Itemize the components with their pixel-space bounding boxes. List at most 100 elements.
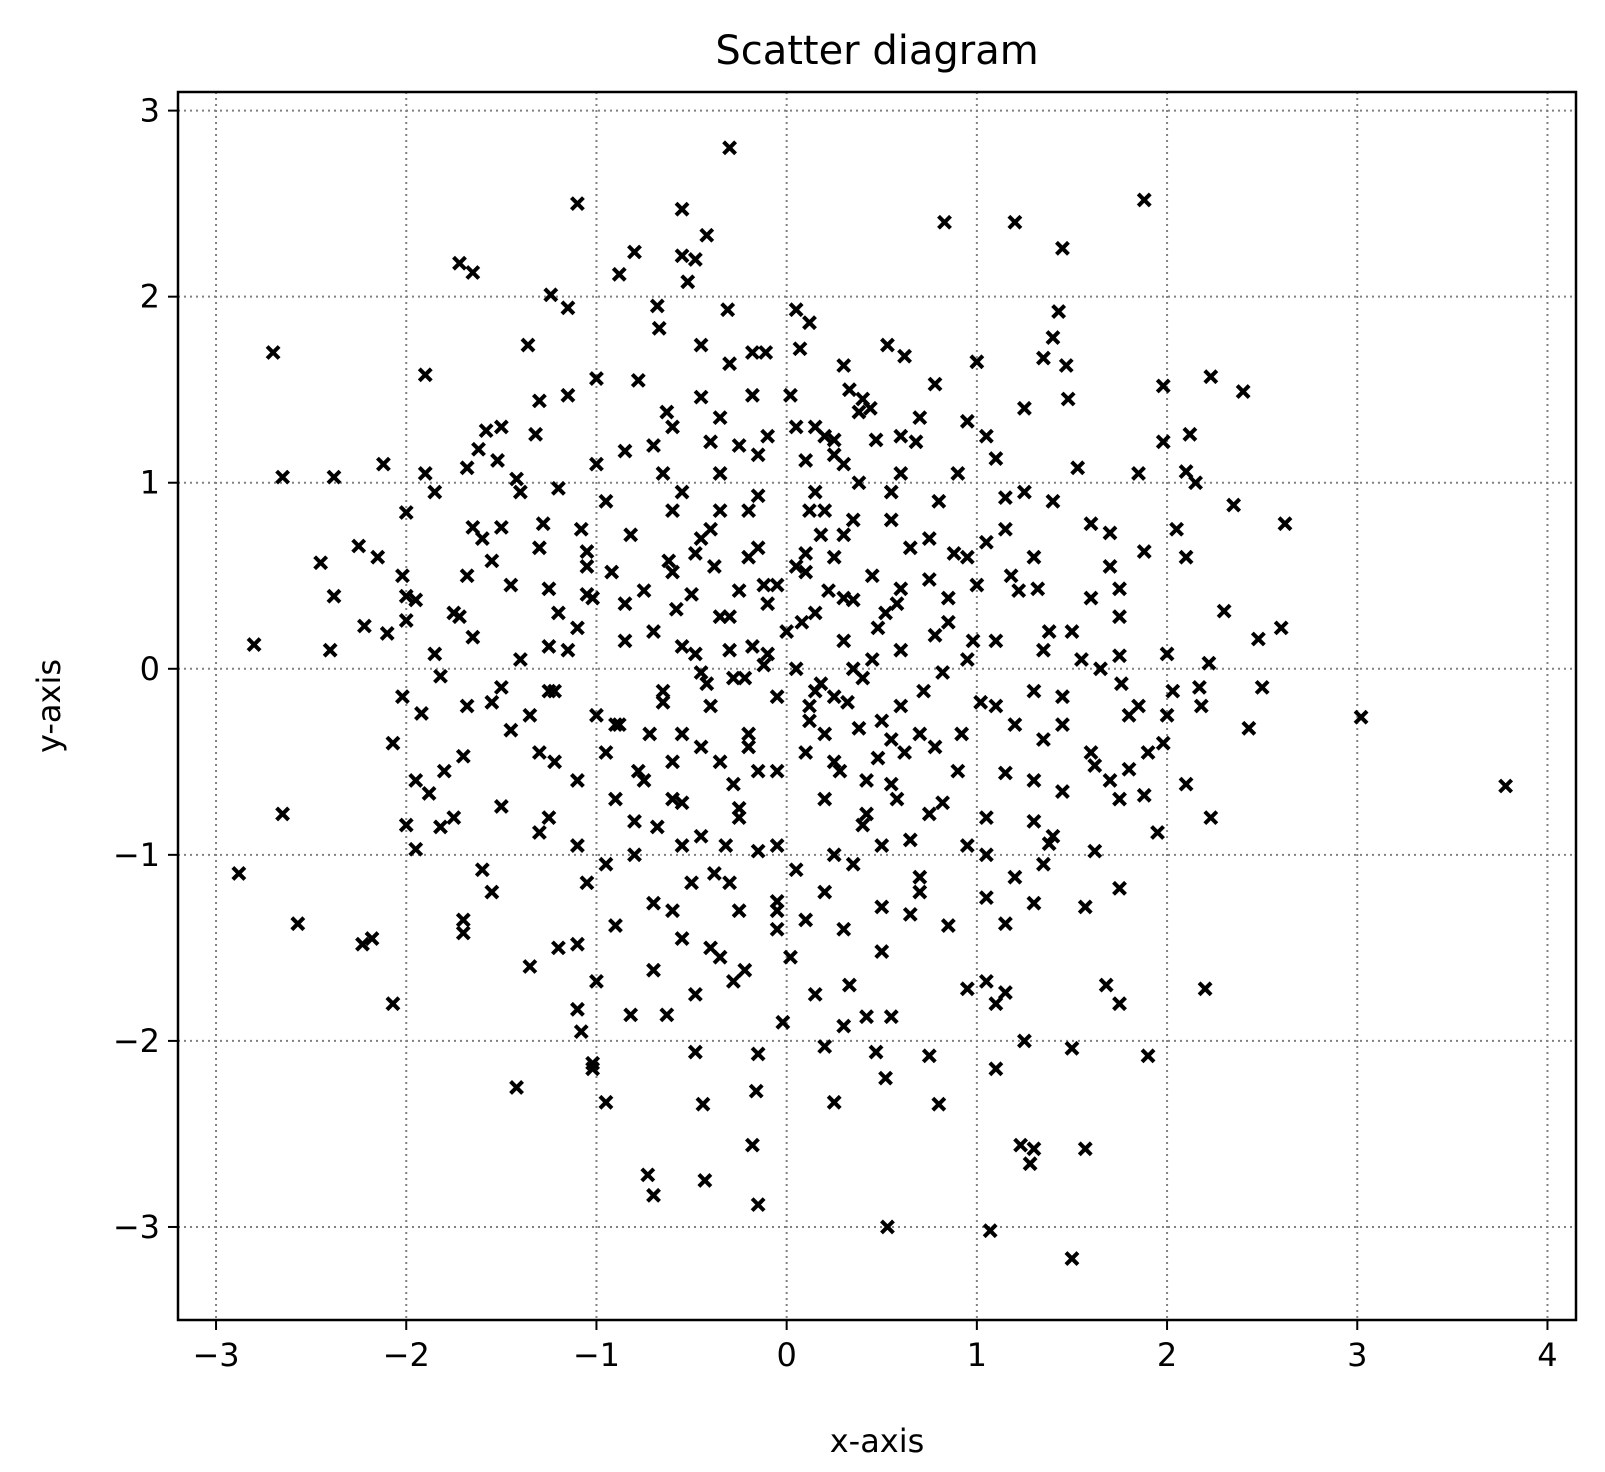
- data-point: [725, 776, 741, 792]
- data-point: [1045, 493, 1061, 509]
- data-point: [674, 484, 690, 500]
- data-point: [1121, 707, 1137, 723]
- data-point: [750, 1046, 766, 1062]
- data-point: [940, 918, 956, 933]
- data-point: [893, 466, 909, 481]
- data-point: [560, 300, 576, 316]
- data-point: [826, 847, 842, 863]
- axis-ticks: −3 −2 −1 0 1 2 3 4 −3 −2 −1 0 1 2 3: [113, 92, 1558, 1374]
- data-point: [627, 847, 642, 863]
- data-point: [855, 391, 871, 407]
- data-point: [379, 626, 395, 641]
- data-point: [722, 875, 738, 891]
- data-point: [1003, 568, 1019, 584]
- data-point: [535, 516, 551, 532]
- data-point: [1277, 516, 1293, 532]
- data-point: [832, 763, 848, 779]
- data-point: [570, 1001, 585, 1017]
- data-point: [997, 985, 1013, 1000]
- data-point: [712, 503, 728, 519]
- data-point: [859, 1009, 874, 1025]
- data-point: [927, 739, 943, 755]
- data-point: [436, 763, 452, 779]
- data-point: [1159, 707, 1175, 723]
- data-point: [978, 847, 994, 863]
- data-point: [636, 583, 652, 599]
- data-point: [802, 503, 817, 519]
- data-point: [541, 639, 557, 654]
- data-point: [370, 549, 386, 565]
- data-point: [509, 471, 524, 487]
- data-point: [706, 866, 722, 881]
- data-point: [550, 480, 566, 496]
- data-point: [1241, 720, 1257, 736]
- data-point: [687, 646, 703, 662]
- x-tick-label: −3: [192, 1336, 239, 1374]
- data-point: [275, 806, 291, 822]
- data-point: [931, 1096, 947, 1112]
- data-point: [997, 765, 1013, 781]
- data-point: [725, 973, 741, 989]
- data-point: [570, 773, 585, 788]
- data-point: [927, 376, 943, 392]
- data-point: [883, 776, 899, 792]
- data-point: [509, 1080, 524, 1095]
- data-point: [531, 393, 547, 409]
- data-point: [674, 795, 690, 811]
- data-point: [969, 577, 985, 593]
- data-point: [712, 754, 728, 770]
- data-point: [1254, 679, 1270, 695]
- data-point: [1041, 836, 1057, 852]
- x-tick-label: −2: [383, 1336, 430, 1374]
- data-point: [512, 652, 528, 667]
- data-point: [798, 452, 814, 468]
- data-point: [878, 1070, 893, 1086]
- data-point: [817, 884, 833, 900]
- data-point: [1007, 869, 1023, 885]
- data-point: [459, 698, 475, 714]
- data-point: [493, 519, 509, 535]
- data-point: [1136, 192, 1152, 208]
- data-point: [627, 813, 642, 829]
- data-point: [725, 670, 741, 686]
- data-point: [608, 918, 623, 933]
- data-point: [937, 214, 952, 230]
- data-point: [878, 605, 893, 621]
- y-tick-label: −1: [113, 836, 160, 874]
- data-point: [649, 819, 665, 835]
- data-point: [883, 1009, 899, 1025]
- data-point: [636, 773, 652, 788]
- data-point: [326, 469, 342, 485]
- data-point: [722, 356, 738, 372]
- data-point: [769, 893, 785, 909]
- data-point: [893, 698, 909, 714]
- data-point: [655, 694, 671, 710]
- data-point: [465, 629, 481, 645]
- data-point: [916, 683, 932, 699]
- data-point: [364, 931, 380, 946]
- data-point: [826, 1094, 842, 1110]
- data-point: [769, 577, 785, 593]
- data-point: [703, 521, 718, 537]
- data-point: [642, 726, 658, 742]
- data-point: [712, 466, 728, 481]
- data-point: [703, 434, 718, 450]
- data-point: [855, 670, 871, 686]
- data-point: [1250, 631, 1266, 647]
- data-point: [455, 925, 471, 941]
- data-point: [817, 503, 833, 519]
- data-point: [1070, 460, 1086, 476]
- data-point: [760, 646, 776, 662]
- data-point: [627, 244, 642, 260]
- data-point: [912, 410, 928, 426]
- data-point: [788, 419, 804, 435]
- data-point: [1140, 745, 1156, 760]
- data-point: [1074, 652, 1089, 667]
- data-point: [1131, 466, 1146, 481]
- data-point: [788, 559, 804, 574]
- data-point: [665, 564, 680, 580]
- data-point: [921, 1048, 937, 1064]
- data-point: [978, 428, 994, 444]
- data-points: [231, 140, 1514, 1267]
- data-point: [684, 875, 699, 891]
